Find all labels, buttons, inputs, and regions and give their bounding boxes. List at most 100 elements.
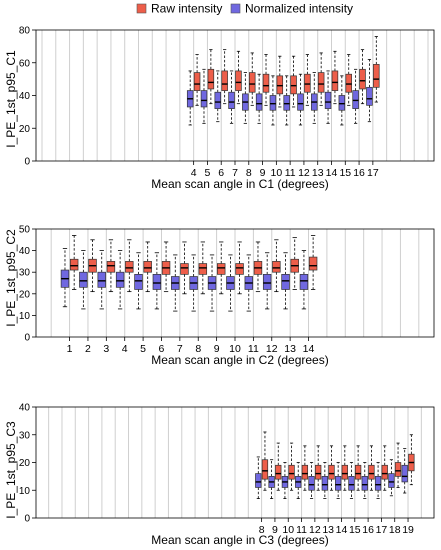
raw-box-8	[261, 431, 269, 491]
x-tick-label: 11	[285, 167, 296, 179]
box	[262, 73, 270, 93]
normalized-box-19	[401, 448, 408, 494]
raw-box-18	[394, 442, 402, 488]
legend-swatch-raw	[136, 3, 147, 14]
x-tick-label: 11	[248, 343, 259, 355]
raw-box-16	[368, 445, 375, 491]
normalized-box-12	[262, 252, 272, 310]
box	[272, 261, 281, 273]
x-tick-label: 13	[284, 343, 296, 355]
legend-label-normalized: Normalized intensity	[245, 2, 353, 16]
box	[352, 90, 359, 109]
y-tick-label: 0	[24, 514, 30, 525]
box	[401, 464, 408, 483]
raw-box-15	[345, 54, 352, 106]
panel-c1-xlabel: Mean scan angle in C1 (degrees)	[151, 177, 328, 191]
y-tick-label: 20	[19, 458, 31, 469]
raw-box-14	[341, 445, 348, 491]
normalized-box-4	[115, 250, 125, 310]
box	[106, 261, 116, 273]
normalized-box-12	[297, 73, 304, 126]
raw-box-8	[198, 241, 208, 295]
x-tick-label: 10	[229, 343, 241, 355]
box	[381, 464, 388, 480]
panel-c2: I_PE_1st_p95_C2 Mean scan angle in C2 (d…	[4, 229, 329, 367]
raw-box-12	[315, 445, 322, 491]
box	[368, 464, 375, 480]
box	[308, 256, 318, 271]
y-tick-label: 20	[19, 289, 31, 300]
x-tick-label: 6	[159, 343, 165, 355]
normalized-box-11	[244, 254, 253, 312]
box	[301, 464, 309, 480]
x-tick-label: 2	[85, 343, 91, 355]
box	[345, 73, 352, 93]
raw-box-4	[125, 239, 134, 293]
box	[388, 473, 395, 488]
x-tick-label: 14	[336, 524, 348, 536]
y-tick-label: 10	[19, 486, 31, 497]
normalized-box-1	[60, 248, 70, 308]
box	[290, 75, 297, 95]
normalized-box-3	[97, 250, 106, 310]
box	[335, 476, 342, 491]
x-tick-label: 9	[214, 343, 220, 355]
raw-box-13	[328, 445, 335, 491]
normalized-box-14	[324, 70, 332, 124]
raw-box-9	[275, 442, 282, 491]
normalized-box-14	[335, 462, 342, 499]
box	[359, 68, 366, 90]
box	[308, 476, 315, 491]
x-tick-label: 7	[177, 343, 183, 355]
box	[152, 274, 162, 290]
box	[281, 274, 290, 290]
normalized-box-7	[228, 70, 235, 124]
x-tick-label: 9	[272, 524, 278, 536]
normalized-box-10	[281, 462, 289, 499]
box	[321, 476, 328, 491]
box	[361, 476, 368, 491]
raw-box-9	[262, 54, 270, 106]
panel-c3-ylabel: I_PE_1st_p95_C3	[4, 421, 18, 519]
normalized-box-15	[338, 75, 346, 126]
raw-box-10	[276, 55, 284, 108]
box	[331, 70, 339, 91]
x-tick-label: 3	[103, 343, 109, 355]
raw-box-12	[272, 239, 281, 293]
normalized-box-7	[171, 254, 180, 312]
x-tick-label: 13	[312, 167, 324, 179]
box	[261, 459, 269, 480]
raw-box-14	[331, 50, 339, 105]
box	[317, 72, 325, 93]
box	[228, 91, 235, 109]
raw-box-15	[354, 445, 362, 491]
raw-box-3	[106, 239, 116, 293]
x-tick-label: 1	[67, 343, 73, 355]
box	[125, 261, 134, 273]
box	[269, 95, 277, 111]
y-tick-label: 60	[19, 58, 31, 69]
box	[207, 68, 215, 90]
box	[324, 91, 332, 109]
box	[255, 93, 263, 111]
normalized-box-11	[295, 462, 302, 499]
x-tick-label: 15	[339, 167, 351, 179]
box	[328, 464, 335, 480]
box	[304, 73, 311, 93]
raw-box-6	[161, 241, 171, 293]
box	[143, 261, 152, 273]
raw-box-13	[317, 52, 325, 106]
panel-c1-ylabel: I_PE_1st_p95_C1	[4, 50, 18, 148]
raw-box-6	[221, 49, 228, 105]
raw-box-17	[373, 36, 380, 103]
panel-c1: I_PE_1st_p95_C1 Mean scan angle in C1 (d…	[4, 50, 329, 191]
box	[262, 274, 272, 290]
box	[214, 91, 222, 109]
normalized-box-10	[226, 254, 235, 312]
box	[217, 263, 226, 275]
raw-box-8	[248, 52, 256, 106]
legend-label-raw: Raw intensity	[151, 2, 222, 16]
legend: Raw intensity Normalized intensity	[136, 2, 353, 16]
